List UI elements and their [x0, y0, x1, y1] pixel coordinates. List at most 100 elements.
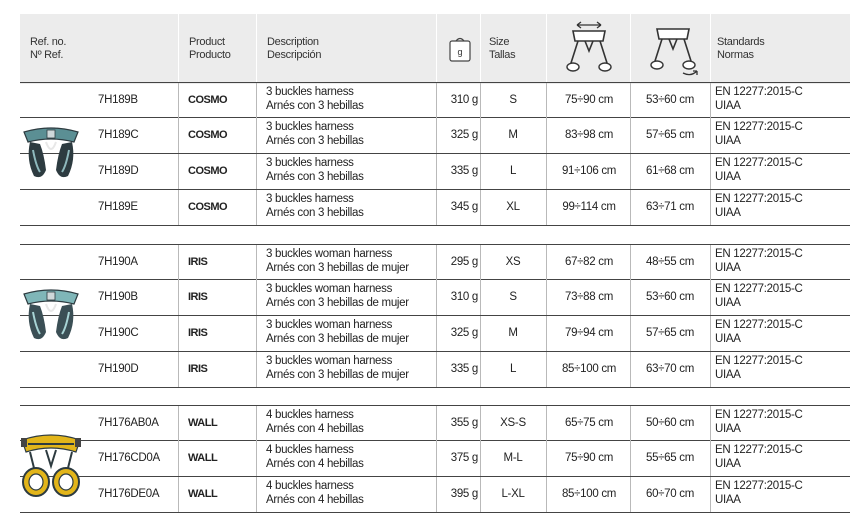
standards: EN 12277:2015-C UIAA — [715, 192, 803, 220]
cell-divider — [546, 118, 547, 153]
ref-number: 7H176DE0A — [98, 488, 160, 500]
cell-divider — [436, 83, 437, 118]
cell-divider — [178, 477, 179, 512]
table-row: 7H189C COSMO 3 buckles harness Arnés con 3 … — [20, 118, 850, 154]
size-value: L — [509, 363, 517, 375]
cell-divider — [630, 477, 631, 512]
standard-en: EN 12277:2015-C — [715, 319, 803, 331]
table-row: 7H190C IRIS 3 buckles woman harness Arnés c… — [20, 316, 850, 352]
leg-loop-icon — [650, 28, 698, 76]
table-header: Ref. no. Nº Ref. Product Producto Descript… — [20, 14, 850, 84]
leg-range: 53÷60 cm — [645, 291, 695, 303]
cell-divider — [436, 190, 437, 225]
weight-icon: g — [449, 37, 471, 62]
cell-divider — [256, 352, 257, 387]
product-name: IRIS — [188, 327, 208, 339]
cell-divider — [710, 316, 711, 351]
product-name: COSMO — [188, 94, 228, 106]
standard-uiaa: UIAA — [715, 171, 741, 183]
cell-divider — [710, 118, 711, 153]
description-es: Arnés con 3 hebillas de mujer — [266, 369, 409, 381]
cell-divider — [256, 477, 257, 512]
cell-divider — [256, 441, 257, 476]
description-es: Arnés con 4 hebillas — [266, 494, 364, 506]
table-row: 7H176AB0A WALL 4 buckles harness Arnés con … — [20, 405, 850, 441]
header-description: Description Descripción — [256, 14, 436, 84]
cell-divider — [480, 316, 481, 351]
header-ref: Ref. no. Nº Ref. — [30, 36, 67, 61]
cell-divider — [630, 245, 631, 280]
leg-range: 57÷65 cm — [645, 129, 695, 141]
standard-en: EN 12277:2015-C — [715, 283, 803, 295]
waist-range: 85÷100 cm — [561, 488, 617, 500]
cell-divider — [178, 190, 179, 225]
standards: EN 12277:2015-C UIAA — [715, 408, 803, 436]
ref-number: 7H190C — [98, 327, 139, 339]
weight-value: 310 g — [450, 94, 479, 106]
standards: EN 12277:2015-C UIAA — [715, 479, 803, 507]
description: 4 buckles harness Arnés con 4 hebillas — [266, 443, 364, 471]
cell-divider — [480, 83, 481, 118]
standard-uiaa: UIAA — [715, 494, 741, 506]
cell-divider — [546, 245, 547, 280]
cell-divider — [630, 406, 631, 441]
product-name: WALL — [188, 417, 218, 429]
wall-harness-image — [21, 434, 81, 497]
cell-divider — [710, 352, 711, 387]
size-value: L-XL — [501, 488, 525, 500]
leg-range: 63÷71 cm — [645, 201, 695, 213]
cell-divider — [546, 441, 547, 476]
waist-range: 99÷114 cm — [562, 201, 616, 213]
cell-divider — [480, 352, 481, 387]
leg-range: 48÷55 cm — [645, 256, 695, 268]
cell-divider — [546, 154, 547, 189]
ref-number: 7H176CD0A — [98, 452, 160, 464]
waist-range: 79÷94 cm — [564, 327, 614, 339]
header-legs — [630, 14, 710, 84]
header-product: Product Producto — [178, 14, 256, 84]
table-row: 7H189D COSMO 3 buckles harness Arnés con 3 … — [20, 154, 850, 190]
waist-range: 75÷90 cm — [564, 94, 614, 106]
ref-number: 7H189D — [98, 165, 139, 177]
description: 3 buckles harness Arnés con 3 hebillas — [266, 192, 364, 220]
leg-range: 57÷65 cm — [645, 327, 695, 339]
size-value: L — [509, 165, 517, 177]
cell-divider — [480, 190, 481, 225]
product-name: COSMO — [188, 129, 228, 141]
cell-divider — [256, 316, 257, 351]
standard-uiaa: UIAA — [715, 458, 741, 470]
standard-en: EN 12277:2015-C — [715, 193, 803, 205]
ref-number: 7H190D — [98, 363, 139, 375]
description-en: 3 buckles woman harness — [266, 319, 393, 331]
size-value: S — [509, 291, 517, 303]
cell-divider — [256, 154, 257, 189]
leg-range: 53÷60 cm — [645, 94, 695, 106]
cell-divider — [630, 118, 631, 153]
size-value: M — [508, 129, 518, 141]
waist-range: 91÷106 cm — [561, 165, 617, 177]
description: 3 buckles woman harness Arnés con 3 hebil… — [266, 247, 409, 275]
product-name: WALL — [188, 488, 218, 500]
standard-en: EN 12277:2015-C — [715, 409, 803, 421]
ref-number: 7H189E — [98, 201, 138, 213]
description-en: 3 buckles harness — [266, 121, 354, 133]
description: 3 buckles harness Arnés con 3 hebillas — [266, 156, 364, 184]
standard-uiaa: UIAA — [715, 100, 741, 112]
standard-uiaa: UIAA — [715, 297, 741, 309]
standards: EN 12277:2015-C UIAA — [715, 156, 803, 184]
waist-range: 67÷82 cm — [564, 256, 614, 268]
cell-divider — [178, 441, 179, 476]
cell-divider — [630, 441, 631, 476]
cell-divider — [710, 441, 711, 476]
cell-divider — [436, 245, 437, 280]
cell-divider — [178, 83, 179, 118]
standard-uiaa: UIAA — [715, 423, 741, 435]
cell-divider — [256, 190, 257, 225]
cell-divider — [480, 245, 481, 280]
description: 4 buckles harness Arnés con 4 hebillas — [266, 479, 364, 507]
cell-divider — [178, 316, 179, 351]
waist-range: 65÷75 cm — [564, 417, 614, 429]
weight-value: 375 g — [450, 452, 479, 464]
description-en: 3 buckles woman harness — [266, 283, 393, 295]
weight-value: 395 g — [450, 488, 479, 500]
